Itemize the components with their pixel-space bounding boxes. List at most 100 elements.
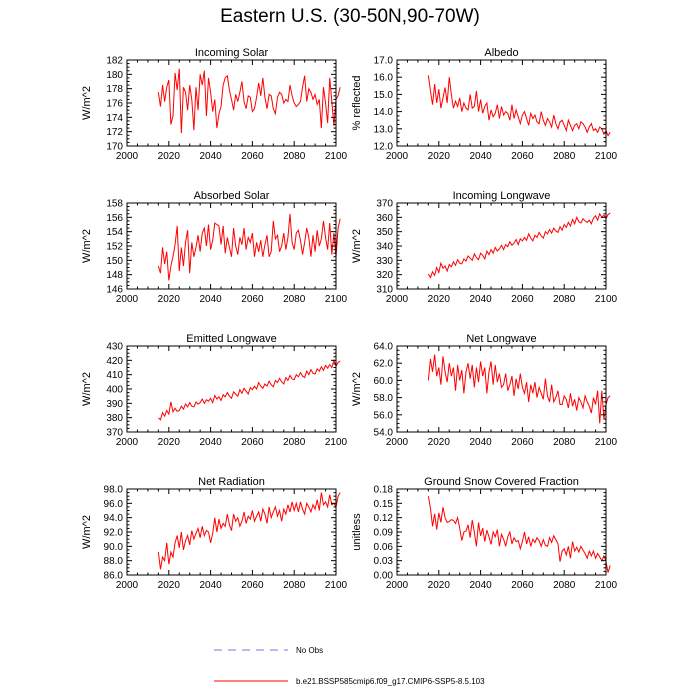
y-tick-label: 310 <box>376 285 393 296</box>
y-tick-label: 182 <box>106 56 123 67</box>
y-tick-label: 64.0 <box>374 342 394 353</box>
x-tick-label: 2100 <box>595 437 618 448</box>
x-tick-label: 2020 <box>158 580 181 591</box>
panel-title: Ground Snow Covered Fraction <box>424 476 579 488</box>
y-tick-label: 88.0 <box>104 556 124 567</box>
y-axis-label: % reflected <box>351 75 363 130</box>
series-line <box>157 213 341 281</box>
x-tick-label: 2040 <box>469 580 492 591</box>
x-tick-label: 2000 <box>116 580 139 591</box>
series-line <box>427 75 611 137</box>
y-tick-label: 176 <box>106 99 123 110</box>
x-tick-label: 2060 <box>511 151 534 162</box>
y-tick-label: 90.0 <box>104 542 124 553</box>
y-tick-label: 58.0 <box>374 393 394 404</box>
x-tick-label: 2080 <box>553 151 576 162</box>
plot-frame <box>396 345 607 433</box>
y-tick-label: 98.0 <box>104 485 124 496</box>
y-tick-label: 172 <box>106 127 123 138</box>
y-tick-label: 170 <box>106 142 123 153</box>
x-tick-label: 2040 <box>199 151 222 162</box>
y-tick-label: 0.15 <box>374 499 394 510</box>
y-tick-label: 56.0 <box>374 410 394 421</box>
y-tick-label: 146 <box>106 285 123 296</box>
y-axis-label: W/m^2 <box>81 229 93 263</box>
x-tick-label: 2020 <box>158 437 181 448</box>
y-tick-label: 350 <box>376 227 393 238</box>
x-tick-label: 2040 <box>199 437 222 448</box>
x-tick-label: 2040 <box>469 151 492 162</box>
x-tick-label: 2080 <box>283 437 306 448</box>
y-tick-label: 0.00 <box>374 571 394 582</box>
legend-model-label: b.e21.BSSP585cmip6.f09_g17.CMIP6-SSP5-8.… <box>296 677 485 686</box>
y-tick-label: 62.0 <box>374 359 394 370</box>
series-line <box>157 492 341 570</box>
y-tick-label: 340 <box>376 242 393 253</box>
x-tick-label: 2080 <box>553 580 576 591</box>
x-tick-label: 2060 <box>241 294 264 305</box>
legend-obs-label: No Obs <box>296 646 323 655</box>
y-tick-label: 60.0 <box>374 376 394 387</box>
plot-frame <box>396 488 607 576</box>
y-axis-label: W/m^2 <box>351 229 363 263</box>
y-tick-label: 400 <box>106 385 123 396</box>
y-axis-label: W/m^2 <box>81 86 93 120</box>
y-tick-label: 148 <box>106 270 123 281</box>
y-tick-label: 420 <box>106 356 123 367</box>
y-tick-label: 320 <box>376 270 393 281</box>
main-title: Eastern U.S. (30-50N,90-70W) <box>220 6 480 27</box>
x-tick-label: 2060 <box>511 294 534 305</box>
y-tick-label: 154 <box>106 227 123 238</box>
plot-frame <box>396 59 607 147</box>
series-line <box>427 354 611 424</box>
panel-5: Net Longwave 2000 2020 2040 2060 2080 2100 54.0… <box>351 333 618 448</box>
y-tick-label: 390 <box>106 399 123 410</box>
x-tick-label: 2040 <box>469 294 492 305</box>
y-tick-label: 180 <box>106 70 123 81</box>
series-line <box>427 212 611 279</box>
x-tick-label: 2100 <box>595 151 618 162</box>
x-tick-label: 2020 <box>428 437 451 448</box>
y-tick-label: 174 <box>106 113 123 124</box>
x-tick-label: 2080 <box>553 437 576 448</box>
x-tick-label: 2060 <box>511 580 534 591</box>
x-tick-label: 2020 <box>158 151 181 162</box>
x-tick-label: 2100 <box>595 294 618 305</box>
plot-frame <box>126 488 337 576</box>
y-tick-label: 0.12 <box>374 513 394 524</box>
y-tick-label: 330 <box>376 256 393 267</box>
plot-frame <box>126 202 337 290</box>
x-tick-label: 2040 <box>199 580 222 591</box>
y-tick-label: 92.0 <box>104 528 124 539</box>
plot-frame <box>126 59 337 147</box>
x-tick-label: 2060 <box>241 580 264 591</box>
x-tick-label: 2060 <box>241 151 264 162</box>
panel-title: Absorbed Solar <box>194 190 270 202</box>
x-tick-label: 2000 <box>386 437 409 448</box>
plot-frame <box>126 345 337 433</box>
panel-2: Absorbed Solar 2000 2020 2040 2060 2080 2100 14… <box>81 190 348 305</box>
panel-0: Incoming Solar 2000 2020 2040 2060 2080 2100 17… <box>81 47 348 162</box>
x-tick-label: 2080 <box>283 294 306 305</box>
legend: No Obs b.e21.BSSP585cmip6.f09_g17.CMIP6-… <box>214 646 485 686</box>
y-tick-label: 17.0 <box>374 56 394 67</box>
x-tick-label: 2020 <box>428 151 451 162</box>
y-axis-label: W/m^2 <box>81 372 93 406</box>
x-tick-label: 2000 <box>116 151 139 162</box>
y-tick-label: 0.09 <box>374 528 394 539</box>
panels: Incoming Solar 2000 2020 2040 2060 2080 2100 17… <box>81 47 618 591</box>
y-axis-label: unitless <box>351 513 363 551</box>
x-tick-label: 2080 <box>283 580 306 591</box>
series-line <box>157 68 341 134</box>
y-tick-label: 150 <box>106 256 123 267</box>
series-line <box>427 496 611 573</box>
y-tick-label: 16.0 <box>374 73 394 84</box>
y-tick-label: 370 <box>106 428 123 439</box>
x-tick-label: 2100 <box>325 437 348 448</box>
y-tick-label: 94.0 <box>104 513 124 524</box>
panel-7: Ground Snow Covered Fraction 2000 2020 2040… <box>351 476 618 591</box>
y-tick-label: 14.0 <box>374 107 394 118</box>
y-tick-label: 96.0 <box>104 499 124 510</box>
